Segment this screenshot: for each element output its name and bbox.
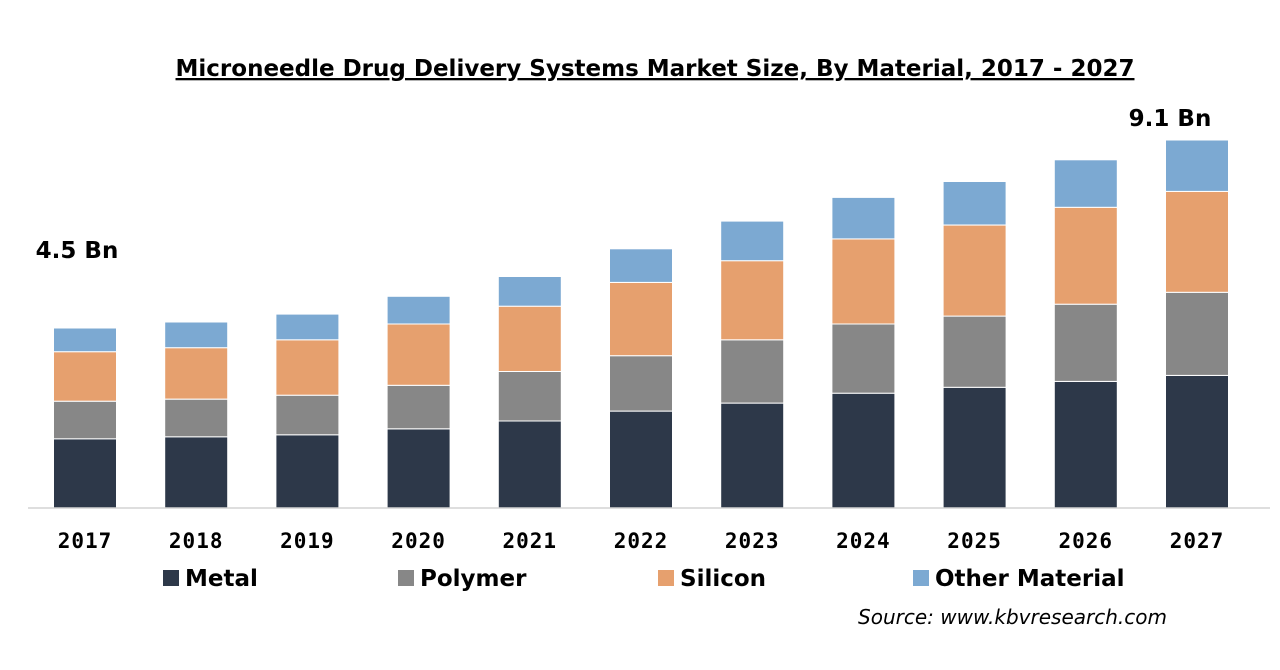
bar-segment-2027-metal — [1165, 374, 1229, 509]
bar-segment-2023-silicon — [720, 260, 785, 341]
x-tick-label-2019: 2019 — [280, 529, 335, 553]
legend: Metal Polymer Silicon Other Material — [163, 566, 1125, 592]
x-tick-label-2021: 2021 — [503, 529, 558, 553]
bar-segment-2017-other-material — [53, 327, 117, 353]
x-tick-label-2027: 2027 — [1170, 529, 1225, 553]
bar-segment-2023-polymer — [720, 339, 785, 404]
bar-segment-2020-metal — [386, 428, 451, 509]
bar-segment-2022-silicon — [609, 282, 673, 357]
bar-segment-2024-metal — [831, 392, 896, 509]
bar-segment-2025-other-material — [942, 181, 1007, 226]
annotation-end-value: 9.1 Bn — [1129, 106, 1212, 132]
bar-segment-2021-polymer — [497, 371, 562, 422]
bar-segment-2026-polymer — [1053, 303, 1118, 382]
x-tick-label-2020: 2020 — [391, 529, 446, 553]
legend-swatch-metal — [163, 570, 179, 586]
bar-segment-2026-metal — [1053, 380, 1118, 509]
bar-segment-2017-silicon — [53, 351, 117, 402]
legend-swatch-silicon — [658, 570, 674, 586]
annotation-start-value: 4.5 Bn — [36, 238, 119, 264]
bar-segment-2021-silicon — [497, 305, 562, 373]
bar-segment-2020-other-material — [386, 295, 451, 325]
legend-swatch-other-material — [913, 570, 929, 586]
bar-segment-2025-metal — [942, 386, 1007, 509]
x-tick-label-2023: 2023 — [725, 529, 780, 553]
legend-label-polymer: Polymer — [420, 566, 527, 592]
bar-segment-2021-other-material — [497, 276, 562, 307]
bar-segment-2027-other-material — [1165, 139, 1229, 192]
bar-segment-2018-other-material — [164, 321, 229, 349]
bar-segment-2020-polymer — [386, 384, 451, 430]
bar-segment-2017-polymer — [53, 400, 117, 440]
bar-segment-2018-polymer — [164, 398, 229, 438]
x-tick-label-2017: 2017 — [58, 529, 113, 553]
bar-segment-2019-metal — [275, 434, 340, 509]
chart-title: Microneedle Drug Delivery Systems Market… — [176, 56, 1135, 82]
x-tick-label-2026: 2026 — [1059, 529, 1114, 553]
bar-segment-2019-polymer — [275, 394, 340, 436]
legend-label-silicon: Silicon — [680, 566, 766, 592]
legend-swatch-polymer — [398, 570, 414, 586]
bar-segment-2021-metal — [497, 420, 562, 509]
bar-segment-2019-other-material — [275, 313, 340, 341]
bar-segment-2026-other-material — [1053, 159, 1118, 208]
bar-segment-2024-silicon — [831, 238, 896, 325]
bar-segment-2019-silicon — [275, 339, 340, 396]
bar-segment-2018-metal — [164, 436, 229, 509]
bar-segment-2018-silicon — [164, 347, 229, 400]
bar-segment-2024-polymer — [831, 323, 896, 394]
bar-segment-2025-silicon — [942, 224, 1007, 317]
bar-segment-2026-silicon — [1053, 206, 1118, 305]
bar-segment-2027-silicon — [1165, 190, 1229, 293]
bar-segment-2017-metal — [53, 438, 117, 509]
x-tick-label-2022: 2022 — [614, 529, 669, 553]
x-tick-label-2024: 2024 — [836, 529, 891, 553]
bar-segment-2022-polymer — [609, 355, 673, 412]
legend-label-metal: Metal — [185, 566, 258, 592]
bar-segment-2025-polymer — [942, 315, 1007, 388]
x-tick-label-2025: 2025 — [947, 529, 1002, 553]
x-axis-ticks: 2017 2018 2019 2020 2021 2022 2023 2024 2025 2026… — [58, 529, 1225, 553]
bar-segment-2023-other-material — [720, 220, 785, 262]
bar-segment-2022-metal — [609, 410, 673, 509]
legend-label-other-material: Other Material — [935, 566, 1125, 592]
bar-segment-2024-other-material — [831, 196, 896, 240]
bar-segment-2022-other-material — [609, 248, 673, 283]
bar-segment-2027-polymer — [1165, 291, 1229, 376]
x-tick-label-2018: 2018 — [169, 529, 224, 553]
bar-segment-2020-silicon — [386, 323, 451, 386]
bar-segment-2023-metal — [720, 402, 785, 509]
bars-layer — [53, 139, 1229, 509]
source-note: Source: www.kbvresearch.com — [858, 605, 1167, 629]
